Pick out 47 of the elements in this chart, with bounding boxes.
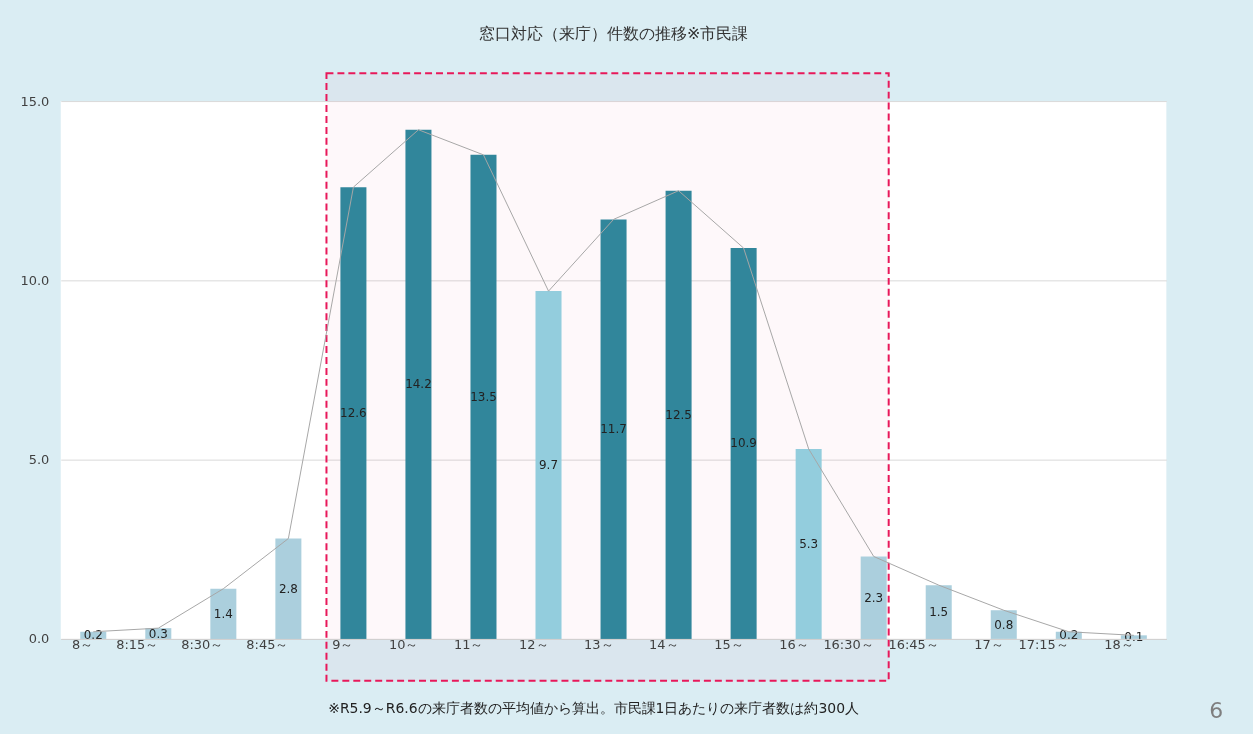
text: 6 — [1209, 697, 1224, 723]
data-label: 12.6 — [340, 406, 367, 421]
bar — [665, 190, 692, 639]
data-label: 10.9 — [730, 436, 757, 451]
x-tick-label: 16:30～ — [823, 637, 874, 653]
y-tick-label: 5.0 — [28, 452, 50, 468]
bar — [340, 187, 367, 639]
data-label: 2.8 — [278, 581, 298, 596]
x-tick-label: 15～ — [714, 637, 744, 653]
data-label: 2.3 — [864, 590, 884, 605]
data-label: 0.2 — [1059, 628, 1079, 643]
chart-title: 窓口対応（来庁）件数の推移※市民課 — [478, 24, 749, 44]
bar — [795, 448, 822, 639]
data-label: 12.5 — [665, 407, 692, 422]
data-label: 14.2 — [405, 377, 432, 392]
x-tick-label: 13～ — [584, 637, 614, 653]
x-tick-label: 12～ — [519, 637, 549, 653]
bar — [405, 129, 432, 639]
x-tick-label: 11～ — [454, 637, 484, 653]
bar — [600, 219, 627, 639]
bar — [470, 154, 497, 639]
y-tick-label: 15.0 — [20, 93, 50, 109]
x-tick-label: 17～ — [974, 637, 1004, 653]
x-tick-label: 14～ — [649, 637, 679, 653]
y-tick-label: 0.0 — [28, 631, 50, 647]
bar — [275, 538, 302, 639]
data-label: 0.8 — [994, 617, 1014, 632]
x-tick-label: 16:45～ — [888, 637, 939, 653]
x-tick-label: 8:45～ — [246, 637, 289, 653]
data-label: 5.3 — [799, 536, 819, 551]
x-tick-label: 8:30～ — [181, 637, 224, 653]
bar — [210, 588, 237, 639]
bar — [925, 585, 952, 639]
data-label: 13.5 — [470, 389, 497, 404]
bar — [535, 291, 562, 639]
data-label: 1.4 — [213, 606, 233, 621]
y-tick-label: 10.0 — [20, 272, 50, 288]
data-label: 0.2 — [83, 628, 103, 643]
x-tick-label: 9～ — [332, 637, 354, 653]
bar — [860, 556, 887, 639]
x-tick-label: 10～ — [388, 637, 419, 653]
text: ※R5.9～R6.6の来庁者数の平均値から算出。市民課1日あたりの来庁者数は約300人 — [328, 699, 860, 716]
data-label: 11.7 — [600, 422, 627, 437]
bar — [730, 248, 757, 639]
data-label: 1.5 — [929, 605, 949, 620]
x-tick-label: 16～ — [779, 637, 809, 653]
data-label: 9.7 — [539, 458, 559, 472]
